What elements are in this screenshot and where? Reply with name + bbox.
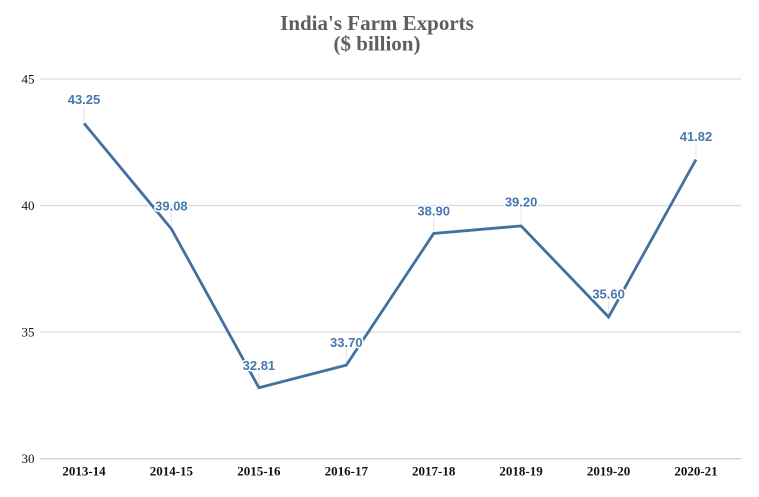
svg-text:41.82: 41.82 xyxy=(680,129,713,144)
svg-text:2017-18: 2017-18 xyxy=(412,464,456,479)
svg-text:30: 30 xyxy=(22,451,35,466)
svg-text:39.08: 39.08 xyxy=(155,198,188,213)
svg-text:2015-16: 2015-16 xyxy=(237,464,281,479)
svg-text:45: 45 xyxy=(22,71,35,86)
svg-text:33.70: 33.70 xyxy=(330,335,363,350)
svg-text:40: 40 xyxy=(22,198,35,213)
svg-text:2014-15: 2014-15 xyxy=(150,464,194,479)
svg-text:India's Farm Exports: India's Farm Exports xyxy=(280,11,474,35)
svg-text:2016-17: 2016-17 xyxy=(325,464,369,479)
svg-text:39.20: 39.20 xyxy=(505,195,538,210)
svg-text:2013-14: 2013-14 xyxy=(62,464,106,479)
svg-text:35: 35 xyxy=(22,324,35,339)
svg-text:38.90: 38.90 xyxy=(417,203,450,218)
svg-text:35.60: 35.60 xyxy=(592,286,625,301)
svg-text:32.81: 32.81 xyxy=(243,358,276,373)
svg-text:2019-20: 2019-20 xyxy=(587,464,630,479)
svg-text:2018-19: 2018-19 xyxy=(499,464,543,479)
svg-text:($ billion): ($ billion) xyxy=(334,32,421,56)
svg-text:2020-21: 2020-21 xyxy=(674,464,717,479)
svg-text:43.25: 43.25 xyxy=(68,92,101,107)
